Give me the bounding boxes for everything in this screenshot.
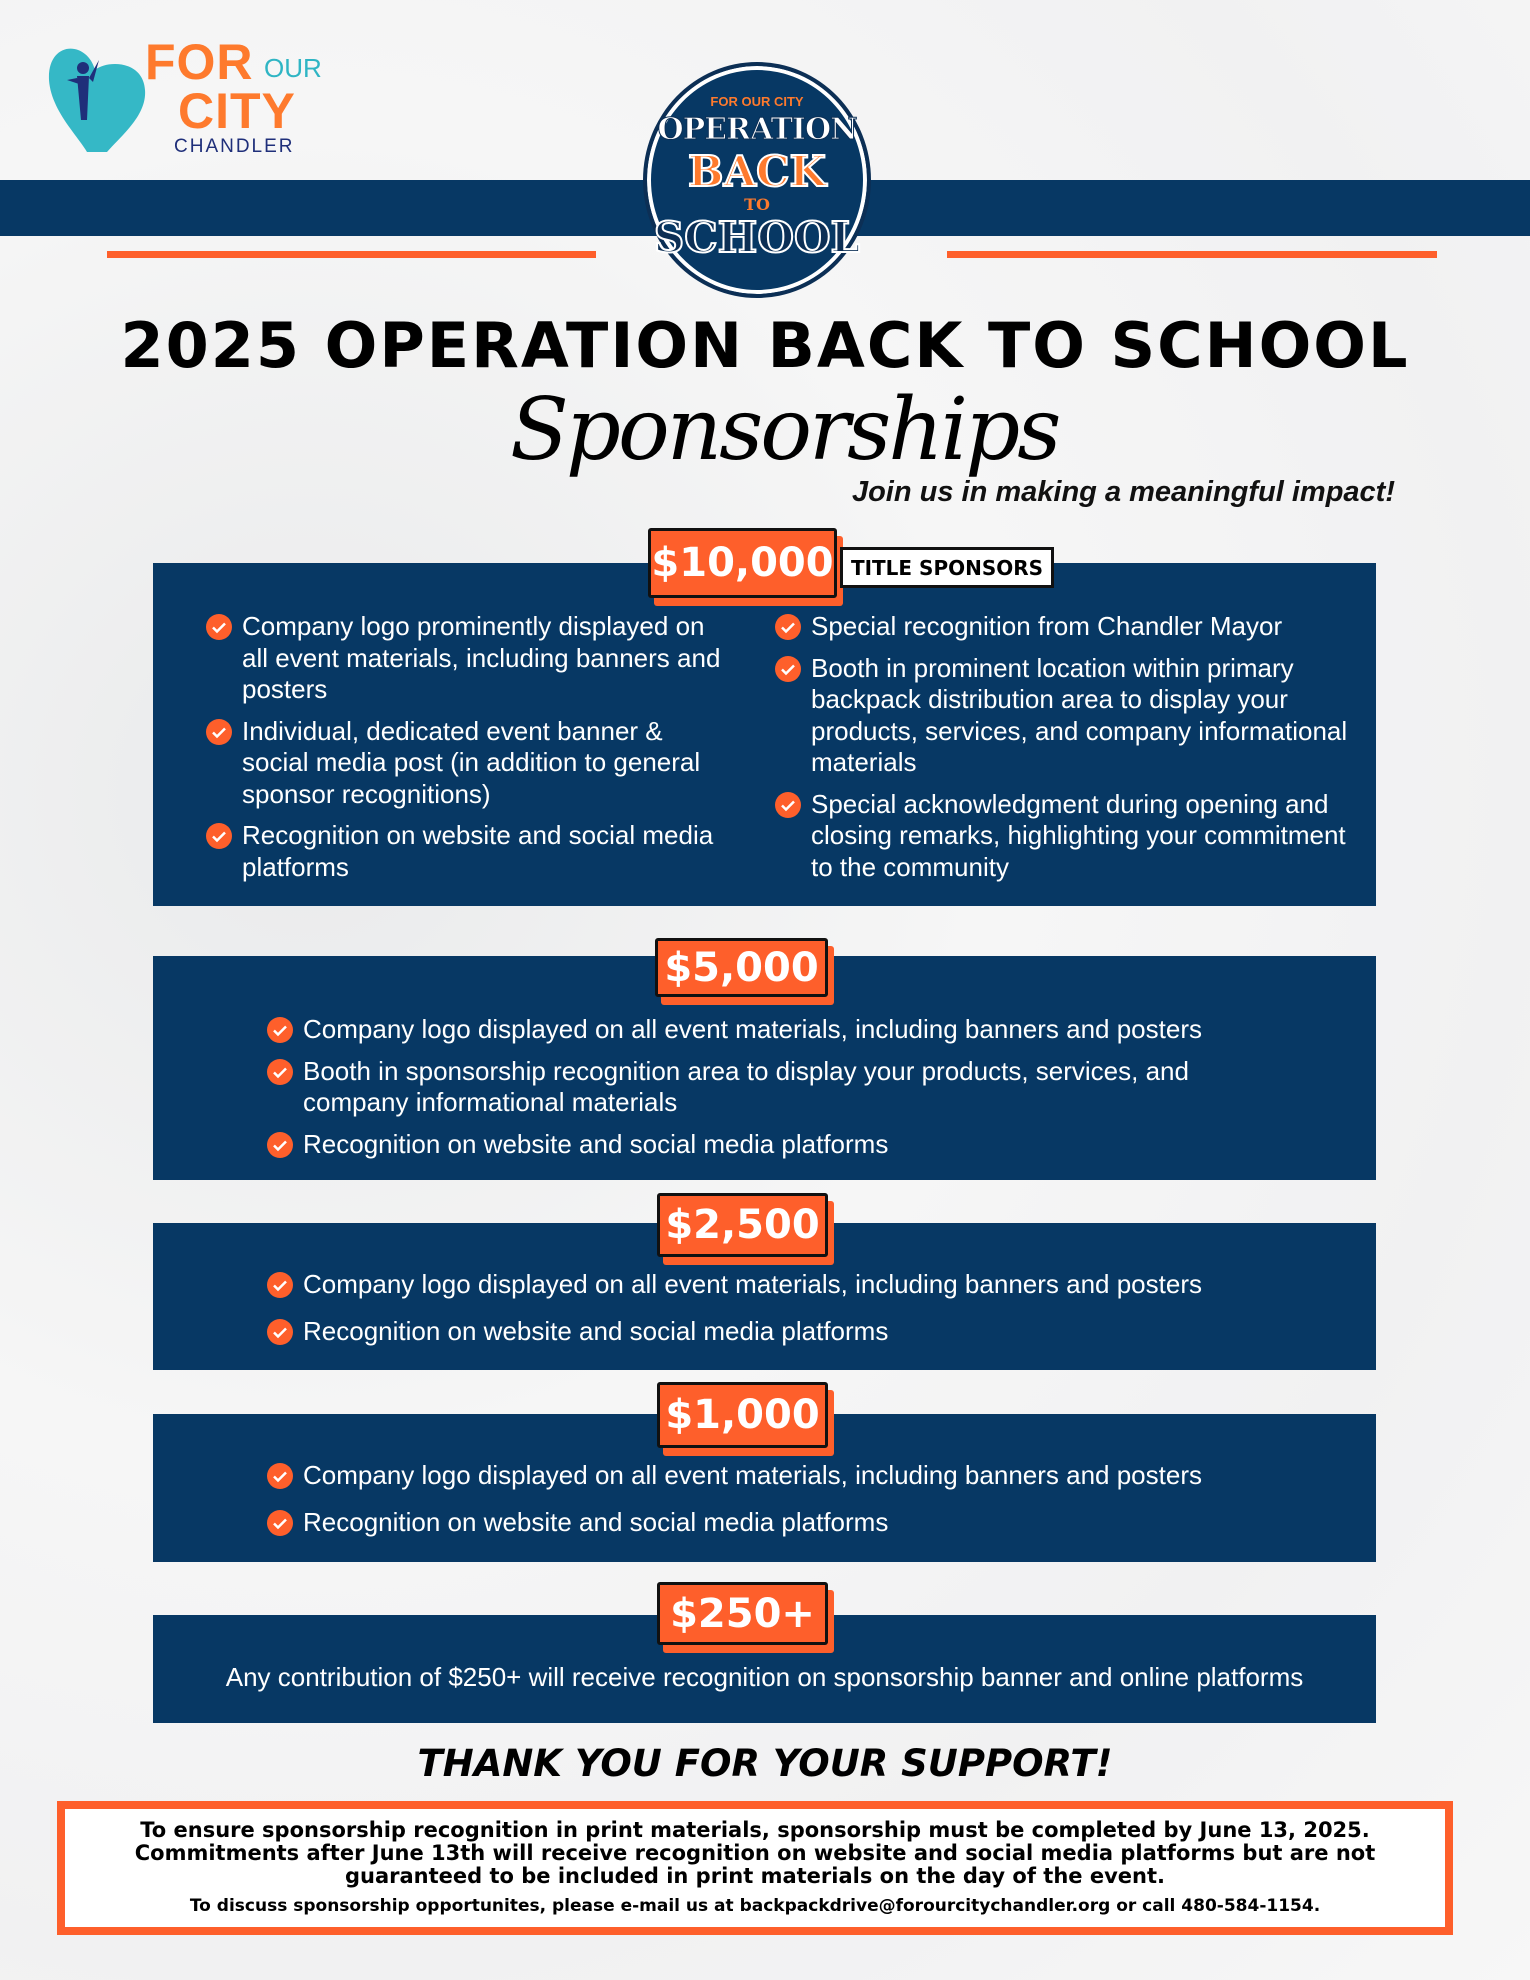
script-subtitle: Sponsorships (510, 380, 1061, 480)
badge-school: SCHOOL (653, 213, 861, 262)
logo-text-chandler: CHANDLER (174, 136, 295, 157)
price-tag-10000: $10,000 (648, 528, 837, 598)
tier-2500-list: Company logo displayed on all event mate… (267, 1269, 1267, 1347)
orange-divider-right (947, 251, 1437, 258)
list-item: Company logo displayed on all event mate… (267, 1460, 1267, 1492)
item-text: Booth in prominent location within prima… (811, 652, 1348, 778)
item-text: Company logo displayed on all event mate… (303, 1460, 1202, 1490)
list-item: Company logo prominently displayed on al… (206, 611, 726, 706)
check-circle-icon (206, 718, 232, 745)
item-text: Company logo displayed on all event mate… (303, 1269, 1202, 1299)
badge-to: TO (744, 195, 770, 214)
tier-1000-list: Company logo displayed on all event mate… (267, 1460, 1267, 1538)
list-item: Special recognition from Chandler Mayor (775, 611, 1355, 643)
logo-text-our: OUR (264, 53, 322, 83)
check-circle-icon (267, 1131, 293, 1158)
tier-250-text: Any contribution of $250+ will receive r… (225, 1661, 1304, 1692)
operation-back-to-school-badge: FOR OUR CITY OPERATION BACK TO SCHOOL (643, 62, 871, 298)
check-circle-icon (267, 1017, 293, 1043)
item-text: Company logo displayed on all event mate… (303, 1014, 1202, 1044)
list-item: Special acknowledgment during opening an… (775, 789, 1355, 884)
thank-you-heading: THANK YOU FOR YOUR SUPPORT! (417, 1742, 1113, 1785)
list-item: Recognition on website and social media … (267, 1129, 1267, 1161)
list-item: Recognition on website and social media … (267, 1507, 1267, 1539)
list-item: Booth in prominent location within prima… (775, 653, 1355, 779)
list-item: Booth in sponsorship recognition area to… (267, 1056, 1267, 1119)
badge-org: FOR OUR CITY (710, 94, 804, 109)
check-circle-icon (206, 614, 232, 640)
check-circle-icon (267, 1058, 293, 1085)
item-text: Recognition on website and social media … (303, 1128, 889, 1159)
check-circle-icon (267, 1509, 293, 1536)
logo-text-for: FOR (145, 34, 254, 90)
item-text: Recognition on website and social media … (242, 820, 714, 882)
contact-info: To discuss sponsorship opportunites, ple… (189, 1896, 1321, 1916)
price-tag-5000: $5,000 (655, 938, 828, 997)
list-item: Company logo displayed on all event mate… (267, 1014, 1267, 1046)
item-text: Special recognition from Chandler Mayor (811, 611, 1283, 641)
tier-10000-left-list: Company logo prominently displayed on al… (206, 611, 726, 883)
check-circle-icon (267, 1272, 293, 1298)
check-circle-icon (775, 655, 801, 682)
check-circle-icon (267, 1463, 293, 1489)
tier-250-panel: Any contribution of $250+ will receive r… (153, 1615, 1376, 1723)
item-text: Special acknowledgment during opening an… (811, 788, 1346, 882)
tier-10000-panel: Company logo prominently displayed on al… (153, 563, 1376, 906)
item-text: Booth in sponsorship recognition area to… (303, 1055, 1189, 1118)
orange-divider-left (107, 251, 596, 258)
title-sponsors-label: TITLE SPONSORS (840, 547, 1054, 588)
deadline-notice: To ensure sponsorship recognition in pri… (134, 1818, 1376, 1888)
item-text: Recognition on website and social media … (303, 1506, 889, 1537)
list-item: Recognition on website and social media … (267, 1316, 1267, 1348)
for-our-city-heart-logo-icon (48, 48, 146, 152)
tier-5000-list: Company logo displayed on all event mate… (267, 1014, 1267, 1160)
list-item: Recognition on website and social media … (206, 820, 726, 883)
badge-back: BACK (687, 147, 827, 196)
price-tag-2500: $2,500 (657, 1193, 828, 1257)
check-circle-icon (775, 791, 801, 818)
item-text: Recognition on website and social media … (303, 1315, 889, 1346)
price-tag-1000: $1,000 (657, 1382, 828, 1448)
price-tag-250: $250+ (657, 1582, 828, 1645)
page-title: 2025 OPERATION BACK TO SCHOOL (120, 309, 1410, 382)
list-item: Individual, dedicated event banner & soc… (206, 716, 726, 811)
tier-10000-right-list: Special recognition from Chandler Mayor … (775, 611, 1355, 883)
logo-text-city: CITY (178, 83, 296, 139)
tier-1000-panel: Company logo displayed on all event mate… (153, 1414, 1376, 1562)
check-circle-icon (206, 823, 232, 849)
item-text: Company logo prominently displayed on al… (242, 611, 721, 704)
check-circle-icon (267, 1318, 293, 1345)
list-item: Company logo displayed on all event mate… (267, 1269, 1267, 1301)
item-text: Individual, dedicated event banner & soc… (242, 715, 701, 809)
check-circle-icon (775, 614, 801, 640)
tagline: Join us in making a meaningful impact! (851, 476, 1395, 508)
deadline-notice-box: To ensure sponsorship recognition in pri… (57, 1801, 1453, 1935)
badge-operation: OPERATION (657, 112, 858, 147)
